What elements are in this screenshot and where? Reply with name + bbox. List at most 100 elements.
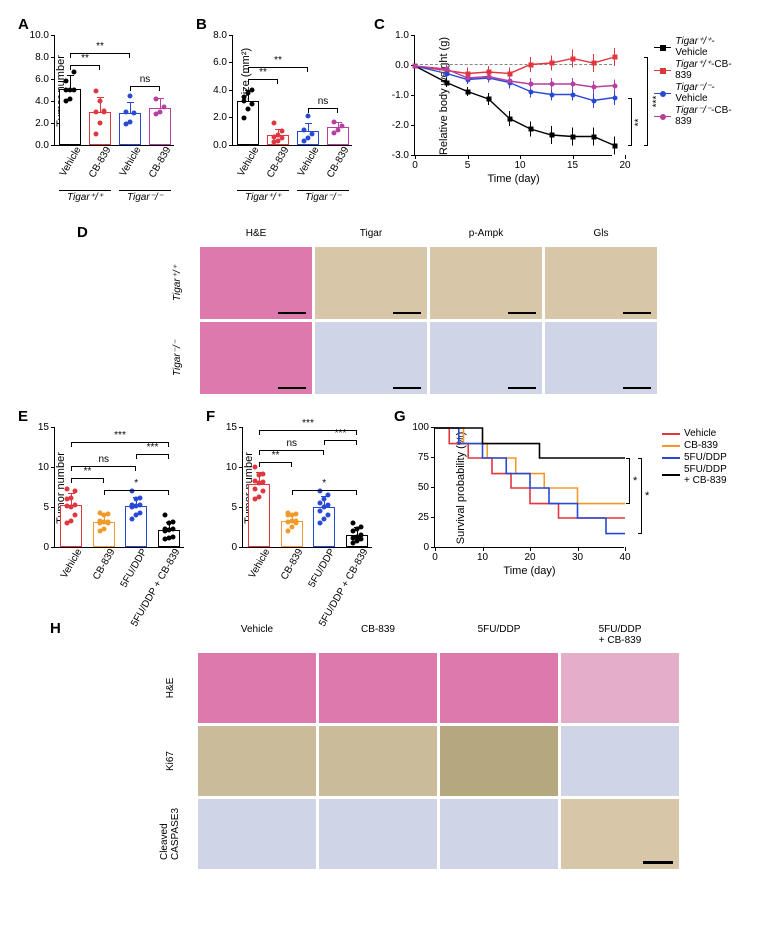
data-point bbox=[318, 501, 323, 506]
data-point bbox=[306, 136, 311, 141]
series-marker bbox=[507, 79, 512, 84]
y-tick: 10 bbox=[51, 467, 55, 468]
significance-text: * bbox=[645, 490, 649, 502]
legend-item: CB-839 bbox=[662, 440, 727, 451]
scale-bar bbox=[508, 387, 536, 389]
data-point bbox=[285, 529, 290, 534]
y-tick: 0 bbox=[51, 547, 55, 548]
data-point bbox=[94, 110, 99, 115]
column-label: 5FU/DDP + CB-839 bbox=[561, 624, 679, 650]
x-axis-label: Time (day) bbox=[415, 173, 612, 185]
micrograph bbox=[319, 653, 437, 723]
series-marker bbox=[549, 133, 554, 138]
significance-bracket bbox=[292, 490, 357, 491]
data-point bbox=[68, 96, 73, 101]
column-label: 5FU/DDP bbox=[440, 624, 558, 650]
bar bbox=[248, 484, 270, 547]
data-point bbox=[73, 503, 78, 508]
category-label: CB-839 bbox=[147, 145, 173, 180]
data-point bbox=[170, 527, 175, 532]
data-point bbox=[73, 513, 78, 518]
data-point bbox=[105, 512, 110, 517]
survival-svg bbox=[435, 428, 624, 547]
significance-text: * bbox=[633, 475, 637, 487]
x-tick bbox=[483, 547, 484, 551]
micrograph bbox=[440, 799, 558, 869]
legend-item: Vehicle bbox=[662, 428, 727, 439]
significance-bracket bbox=[641, 458, 642, 534]
data-point bbox=[128, 93, 133, 98]
data-point bbox=[102, 108, 107, 113]
data-point bbox=[162, 526, 167, 531]
significance-text: ** bbox=[259, 67, 267, 78]
significance-bracket bbox=[647, 57, 648, 146]
x-tick-label: 20 bbox=[619, 160, 630, 171]
data-point bbox=[340, 123, 345, 128]
data-point bbox=[98, 99, 103, 104]
category-label: CB-839 bbox=[265, 145, 291, 180]
y-tick: 6.0 bbox=[229, 62, 233, 63]
y-tick: 4.0 bbox=[229, 90, 233, 91]
panel-f-label: F bbox=[206, 408, 215, 425]
scale-bar bbox=[623, 312, 651, 314]
significance-text: *** bbox=[335, 428, 347, 439]
series-marker bbox=[570, 134, 575, 139]
legend-item: Tigar⁺/⁺-CB-839 bbox=[654, 59, 744, 81]
data-point bbox=[280, 129, 285, 134]
data-point bbox=[306, 114, 311, 119]
y-tick: 6.0 bbox=[51, 79, 55, 80]
micrograph bbox=[430, 322, 542, 394]
data-point bbox=[242, 115, 247, 120]
panelA-chart: Tumor number0.02.04.06.08.010.0VehicleCB… bbox=[54, 36, 174, 146]
significance-bracket bbox=[259, 462, 292, 463]
x-tick bbox=[520, 155, 521, 159]
bar bbox=[313, 507, 335, 547]
panel-c-label: C bbox=[374, 16, 385, 33]
row-4: H VehicleCB-8395FU/DDP5FU/DDP + CB-839H&… bbox=[20, 624, 744, 869]
data-point bbox=[97, 519, 102, 524]
x-tick-label: 20 bbox=[524, 552, 535, 563]
data-point bbox=[73, 489, 78, 494]
panelF-chart: Tumor number051015VehicleCB-8395FU/DDP5F… bbox=[242, 428, 372, 548]
data-point bbox=[138, 496, 143, 501]
micrograph bbox=[440, 653, 558, 723]
data-point bbox=[358, 533, 363, 538]
significance-text: *** bbox=[147, 442, 159, 453]
y-tick: 10 bbox=[239, 467, 243, 468]
significance-bracket bbox=[324, 440, 357, 441]
legend-item: Tigar⁻/⁻-CB-839 bbox=[654, 105, 744, 127]
significance-bracket bbox=[248, 79, 278, 80]
category-label: Vehicle bbox=[59, 547, 85, 580]
data-point bbox=[253, 479, 258, 484]
panelB-chart: Tumor size (mm²)0.02.04.06.08.0VehicleCB… bbox=[232, 36, 352, 146]
legend-item: Tigar⁻/⁻-Vehicle bbox=[654, 82, 744, 104]
significance-text: *** bbox=[302, 418, 314, 429]
significance-bracket bbox=[70, 53, 130, 54]
micrograph bbox=[545, 322, 657, 394]
x-tick bbox=[415, 155, 416, 159]
panel-g: G Survival probability (%)02550751000102… bbox=[396, 412, 744, 606]
significance-bracket bbox=[130, 86, 160, 87]
significance-bracket bbox=[308, 108, 338, 109]
series-marker bbox=[549, 92, 554, 97]
data-point bbox=[318, 521, 323, 526]
group-label: Tigar⁻/⁻ bbox=[293, 192, 353, 203]
series-marker bbox=[528, 62, 533, 67]
row-label: Cleaved CASPASE3 bbox=[135, 809, 205, 859]
y-tick: 0.0 bbox=[229, 145, 233, 146]
data-point bbox=[257, 495, 262, 500]
significance-text: *** bbox=[651, 96, 662, 108]
series-marker bbox=[486, 97, 491, 102]
series-marker bbox=[507, 71, 512, 76]
micrograph bbox=[315, 247, 427, 319]
series-marker bbox=[486, 74, 491, 79]
micrograph bbox=[200, 322, 312, 394]
category-label: CB-839 bbox=[325, 145, 351, 180]
panel-d-label: D bbox=[77, 224, 88, 241]
category-label: CB-839 bbox=[87, 145, 113, 180]
data-point bbox=[322, 517, 327, 522]
data-point bbox=[293, 512, 298, 517]
data-point bbox=[289, 525, 294, 530]
significance-bracket bbox=[248, 67, 308, 68]
series-marker bbox=[591, 134, 596, 139]
